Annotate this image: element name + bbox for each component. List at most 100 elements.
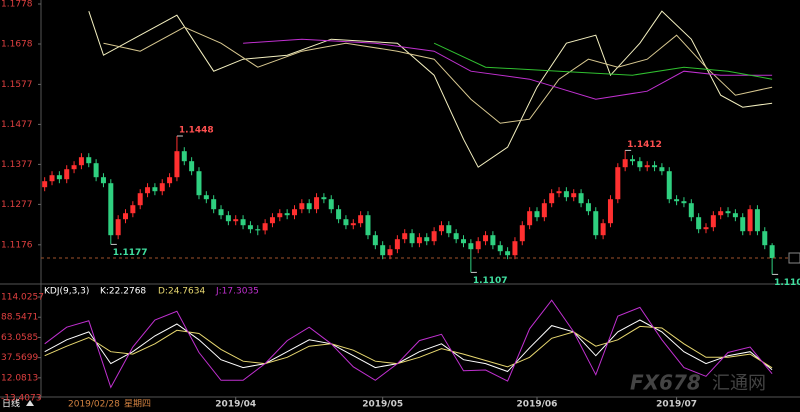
candle-body: [607, 199, 613, 224]
candle-body: [416, 237, 422, 244]
candle-body: [710, 215, 716, 228]
date-label: 2019/02/28: [68, 400, 120, 410]
candle-body: [438, 225, 444, 232]
candle-body: [718, 211, 724, 216]
extreme-label: 1.1412: [627, 140, 662, 150]
candle-body: [402, 233, 408, 240]
candle-body: [644, 165, 650, 168]
candle-body: [49, 175, 55, 182]
candle-body: [696, 217, 702, 230]
candle-body: [152, 187, 158, 192]
candle-body: [358, 215, 364, 224]
candle-body: [593, 211, 599, 236]
candle-body: [563, 191, 569, 198]
x-tick-label: 2019/05: [362, 400, 403, 410]
candle-body: [461, 239, 467, 244]
candle-body: [343, 219, 349, 226]
y-tick-label: 63.0585: [1, 333, 38, 343]
candle-body: [145, 187, 151, 194]
candle-body: [137, 193, 143, 206]
candle-body: [394, 239, 400, 250]
candle-body: [372, 235, 378, 246]
candle-body: [740, 217, 746, 232]
candle-body: [233, 219, 239, 222]
candle-body: [534, 211, 540, 218]
candle-body: [203, 195, 209, 200]
candle-body: [174, 151, 180, 178]
candle-body: [247, 225, 253, 230]
x-tick-label: 2019/07: [656, 400, 697, 410]
candle-body: [299, 203, 305, 210]
candle-body: [424, 237, 430, 242]
candle-body: [328, 199, 334, 210]
y-tick-label: -13.4073: [1, 394, 41, 404]
candle-body: [622, 159, 628, 168]
candle-body: [93, 163, 99, 178]
candle-body: [269, 217, 275, 224]
candle-body: [159, 183, 165, 192]
extreme-label: 1.1107: [473, 276, 508, 286]
candle-body: [56, 175, 62, 180]
candle-body: [490, 235, 496, 246]
extreme-label: 1.1448: [179, 126, 214, 136]
moving-average-line: [433, 42, 773, 80]
candle-body: [475, 241, 481, 250]
candle-body: [732, 213, 738, 218]
candle-body: [527, 211, 533, 226]
candle-body: [350, 223, 356, 226]
candle-body: [100, 177, 106, 184]
candle-body: [262, 223, 268, 231]
candle-body: [747, 209, 753, 232]
candle-body: [108, 183, 114, 236]
candle-body: [64, 169, 70, 180]
candle-body: [306, 203, 312, 210]
candle-body: [762, 231, 768, 246]
candle-body: [549, 193, 555, 204]
y-tick-label: 114.0257: [1, 293, 44, 303]
candle-body: [674, 199, 680, 202]
candle-body: [314, 197, 320, 210]
weekday-label: 星期四: [124, 399, 151, 410]
candle-body: [167, 177, 173, 184]
candle-body: [284, 213, 290, 216]
candle-body: [277, 213, 283, 218]
candle-body: [196, 171, 202, 196]
candle-body: [725, 211, 731, 214]
candle-body: [446, 225, 452, 234]
watermark: 汇通网: [712, 373, 766, 394]
y-tick-label: 1.1678: [1, 40, 33, 50]
candle-body: [703, 227, 709, 230]
candle-body: [541, 203, 547, 218]
candle-body: [218, 209, 224, 216]
candle-body: [380, 245, 386, 256]
candle-body: [652, 165, 658, 168]
candle-body: [468, 243, 474, 250]
watermark: FX678: [630, 371, 701, 395]
y-tick-label: 88.5471: [1, 313, 38, 323]
candle-body: [512, 241, 518, 256]
candle-body: [130, 205, 136, 214]
period-arrow: [26, 400, 34, 406]
candle-body: [78, 157, 84, 166]
candle-body: [769, 245, 775, 258]
y-tick-label: 1.1377: [1, 160, 33, 170]
indicator-line: [44, 319, 773, 373]
y-tick-label: 37.5699: [1, 353, 38, 363]
indicator-line: [44, 299, 773, 389]
candle-body: [666, 171, 672, 200]
candle-body: [681, 201, 687, 204]
candle-body: [571, 193, 577, 198]
indicator-line: [44, 325, 773, 369]
candle-body: [453, 233, 459, 240]
candle-body: [211, 199, 217, 210]
x-tick-label: 2019/04: [215, 400, 256, 410]
candle-body: [754, 209, 760, 232]
candle-body: [42, 181, 48, 188]
candle-body: [86, 157, 92, 164]
candle-body: [431, 231, 437, 242]
y-tick-label: 1.1277: [1, 200, 33, 210]
moving-average-line: [243, 38, 773, 100]
extreme-label: 1.1102: [774, 278, 800, 288]
candle-body: [615, 167, 621, 200]
candle-body: [659, 167, 665, 172]
